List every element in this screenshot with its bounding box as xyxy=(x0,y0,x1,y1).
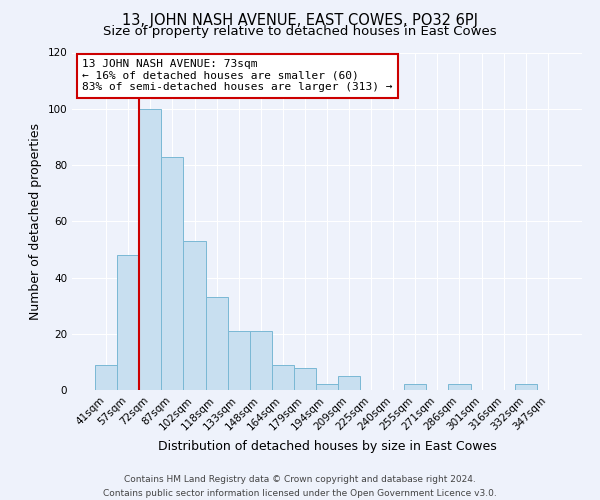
Bar xyxy=(117,255,139,390)
Bar xyxy=(515,384,537,390)
Y-axis label: Number of detached properties: Number of detached properties xyxy=(29,122,42,320)
Bar xyxy=(184,241,206,390)
Bar xyxy=(316,384,338,390)
Bar xyxy=(206,297,227,390)
Text: 13, JOHN NASH AVENUE, EAST COWES, PO32 6PJ: 13, JOHN NASH AVENUE, EAST COWES, PO32 6… xyxy=(122,12,478,28)
Bar xyxy=(95,364,117,390)
Bar xyxy=(139,109,161,390)
Bar xyxy=(272,364,294,390)
Text: Size of property relative to detached houses in East Cowes: Size of property relative to detached ho… xyxy=(103,25,497,38)
Bar xyxy=(250,331,272,390)
Bar xyxy=(227,331,250,390)
Bar xyxy=(448,384,470,390)
Bar xyxy=(161,156,184,390)
Text: 13 JOHN NASH AVENUE: 73sqm
← 16% of detached houses are smaller (60)
83% of semi: 13 JOHN NASH AVENUE: 73sqm ← 16% of deta… xyxy=(82,59,392,92)
X-axis label: Distribution of detached houses by size in East Cowes: Distribution of detached houses by size … xyxy=(158,440,496,453)
Text: Contains HM Land Registry data © Crown copyright and database right 2024.
Contai: Contains HM Land Registry data © Crown c… xyxy=(103,476,497,498)
Bar xyxy=(338,376,360,390)
Bar xyxy=(294,368,316,390)
Bar xyxy=(404,384,427,390)
